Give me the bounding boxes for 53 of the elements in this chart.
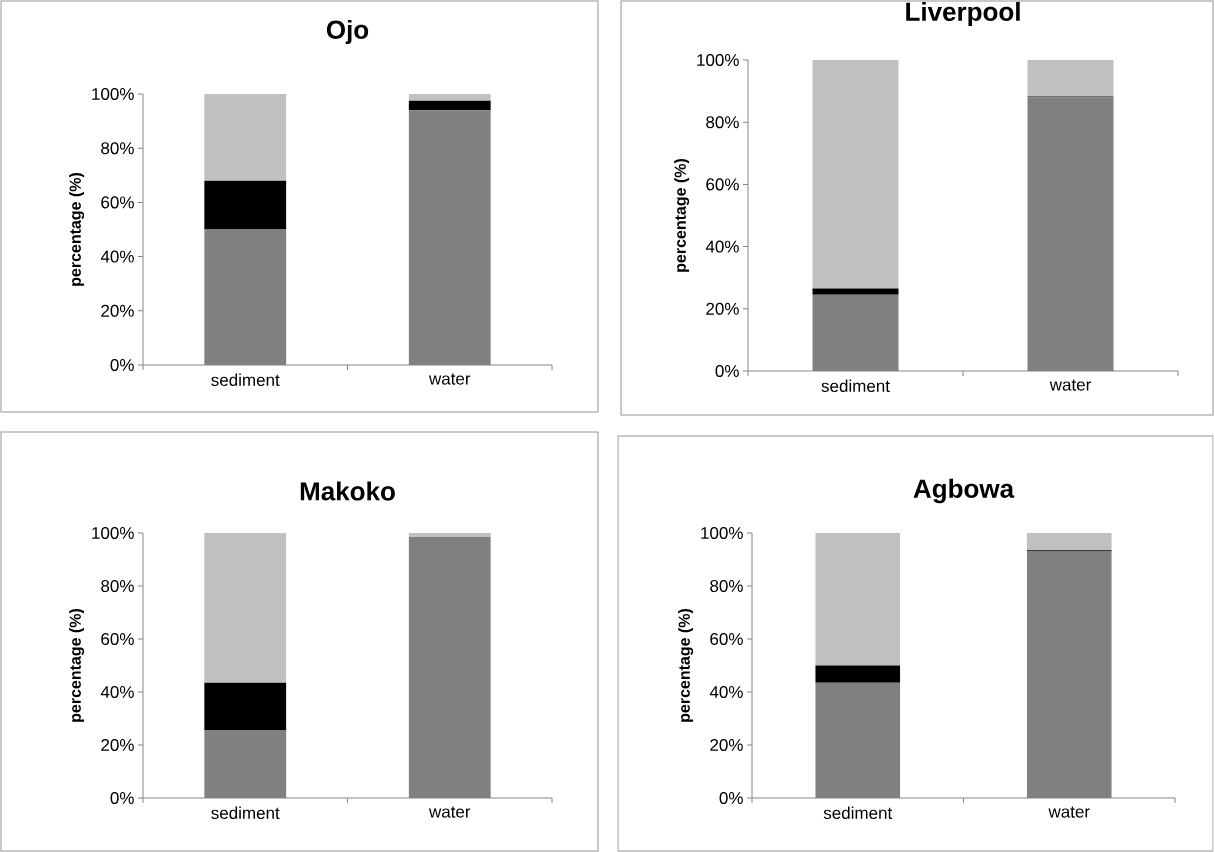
y-tick-label: 20%	[101, 304, 134, 317]
y-tick-label: 40%	[100, 685, 134, 699]
x-tick-label: water	[1048, 806, 1090, 818]
chart-title: Agbowa	[913, 478, 1015, 504]
y-tick-label: 0%	[719, 791, 743, 805]
y-axis-title: percentage (%)	[69, 172, 85, 286]
bar	[204, 682, 287, 731]
y-tick-label: 80%	[101, 579, 134, 593]
x-tick-label: sediment	[821, 379, 890, 393]
y-tick-label: 40%	[709, 685, 743, 699]
y-tick-label: 60%	[101, 632, 134, 646]
y-tick-label: 80%	[706, 116, 739, 129]
bar	[204, 533, 287, 683]
y-tick-label: 0%	[110, 791, 134, 805]
y-axis-title: percentage (%)	[678, 608, 694, 722]
bar	[815, 665, 901, 683]
bar	[812, 288, 899, 295]
y-tick-label: 0%	[715, 364, 739, 378]
y-tick-label: 100%	[701, 526, 743, 540]
bar	[408, 94, 491, 101]
y-axis-title: percentage (%)	[69, 608, 85, 722]
y-tick-label: 40%	[705, 240, 739, 253]
bar	[1027, 59, 1114, 97]
y-tick-label: 100%	[92, 87, 134, 101]
x-tick-label: water	[428, 373, 471, 385]
y-tick-label: 60%	[101, 196, 134, 209]
y-tick-label: 0%	[110, 358, 134, 372]
y-tick-label: 20%	[706, 302, 739, 315]
x-tick-label: sediment	[211, 806, 280, 820]
x-tick-label: water	[1049, 379, 1092, 391]
bar	[815, 533, 901, 666]
y-tick-label: 100%	[697, 53, 739, 67]
x-tick-label: sediment	[823, 806, 893, 820]
y-tick-label: 80%	[101, 142, 134, 155]
y-tick-label: 20%	[710, 738, 743, 752]
x-tick-label: sediment	[211, 373, 280, 387]
y-tick-label: 60%	[706, 178, 739, 191]
y-tick-label: 60%	[710, 632, 743, 646]
y-tick-label: 100%	[92, 526, 134, 540]
chart-title: Liverpool	[906, 1, 1020, 27]
y-tick-label: 40%	[100, 250, 134, 263]
bar	[204, 94, 287, 181]
bar	[408, 533, 491, 537]
chart-title: Ojo	[326, 19, 369, 45]
bar	[812, 59, 899, 289]
x-tick-label: water	[428, 806, 471, 818]
bar	[204, 180, 287, 230]
bar	[408, 100, 491, 111]
y-tick-label: 80%	[710, 579, 743, 593]
bar	[1026, 533, 1112, 551]
chart-title: Makoko	[300, 481, 395, 501]
y-axis-title: percentage (%)	[674, 158, 690, 272]
y-tick-label: 20%	[101, 738, 134, 752]
